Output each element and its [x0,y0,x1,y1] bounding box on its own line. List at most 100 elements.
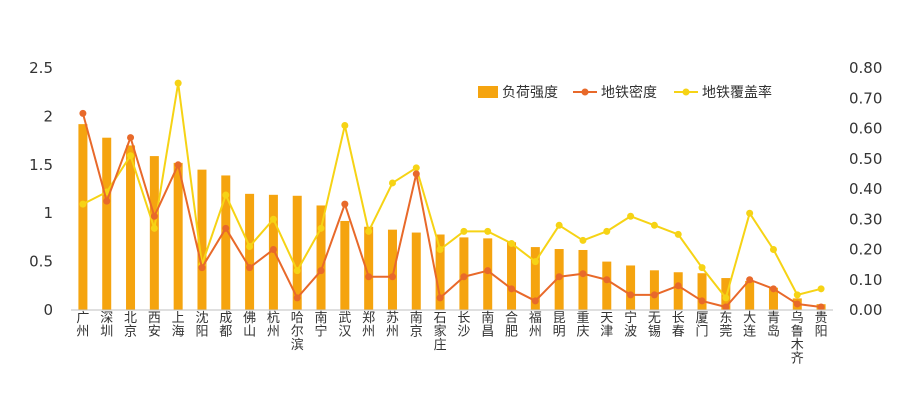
x-tick-label: 宁波 [624,310,637,340]
bar-佛山 [245,193,255,310]
point-density-大连 [746,276,754,284]
x-tick-label: 长春 [672,311,685,340]
right-axis-ticks: 0.00 0.10 0.20 0.30 0.40 0.50 0.60 0.70 0.80 [849,59,882,319]
y2-tick-label: 0.50 [849,150,882,168]
x-tick-label: 厦门 [696,311,709,340]
point-coverage-南京 [412,164,420,172]
point-coverage-苏州 [388,179,396,187]
legend-label-density: 地铁密度 [601,84,657,101]
point-coverage-南宁 [317,224,325,232]
bar-深圳 [102,137,112,310]
point-density-昆明 [555,273,563,281]
point-density-重庆 [579,270,587,278]
x-tick-label: 乌鲁木齐 [791,310,804,367]
x-tick-label: 长沙 [457,311,470,340]
point-coverage-乌鲁木齐 [793,291,801,299]
legend-label-load: 负荷强度 [502,85,558,101]
point-density-佛山 [246,264,254,272]
point-coverage-佛山 [246,242,254,250]
bar-上海 [173,162,183,310]
x-tick-label: 贵阳 [815,311,828,340]
point-density-郑州 [365,273,373,281]
x-tick-label: 北京 [124,311,137,340]
point-coverage-西安 [150,224,158,232]
x-tick-label: 南昌 [481,310,494,340]
legend-label-coverage: 地铁覆盖率 [702,84,772,101]
legend-swatch-load [478,86,498,98]
point-coverage-杭州 [269,215,277,223]
x-tick-label: 哈尔滨 [291,311,304,353]
y-tick-label: 1 [43,204,53,222]
point-coverage-长沙 [460,227,468,235]
point-coverage-天津 [603,227,611,235]
x-tick-label: 杭州 [267,311,280,340]
x-tick-label: 昆明 [553,311,566,340]
point-coverage-大连 [746,209,754,217]
bar-重庆 [578,249,588,310]
y2-tick-label: 0.00 [849,301,882,319]
bar-大连 [745,280,755,310]
x-tick-label: 西安 [148,311,161,340]
bar-广州 [78,124,88,310]
point-coverage-武汉 [341,121,349,129]
y2-tick-label: 0.40 [849,180,882,198]
bar-长春 [673,272,683,310]
point-coverage-郑州 [365,227,373,235]
x-tick-label: 南宁 [315,310,328,340]
point-density-深圳 [103,197,111,205]
x-tick-label: 东莞 [719,311,732,340]
bar-郑州 [364,226,374,310]
bar-西安 [149,156,159,310]
bar-武汉 [340,220,350,310]
point-density-南昌 [484,267,492,275]
point-density-武汉 [341,200,349,208]
bar-南京 [411,232,421,310]
point-coverage-上海 [174,79,182,87]
x-tick-label: 石家庄 [434,311,447,353]
point-density-南京 [412,170,420,178]
bar-合肥 [507,242,517,310]
y2-tick-label: 0.10 [849,271,882,289]
point-coverage-北京 [127,152,135,160]
y-tick-label: 0.5 [29,253,53,271]
point-density-沈阳 [198,264,206,272]
point-density-成都 [222,224,230,232]
point-density-广州 [79,109,87,117]
left-axis-ticks: 0 0.5 1 1.5 2 2.5 [29,59,53,319]
x-tick-label: 合肥 [505,311,518,340]
x-tick-label: 重庆 [576,310,589,340]
point-coverage-石家庄 [436,246,444,253]
line-coverage [82,82,822,299]
x-tick-label: 沈阳 [195,311,208,340]
x-tick-label: 武汉 [338,311,351,340]
bar-东莞 [721,278,731,310]
bar-厦门 [697,273,707,310]
y2-tick-label: 0.80 [849,59,882,77]
x-tick-label: 大连 [743,311,756,340]
x-tick-label: 青岛 [767,311,780,340]
point-density-福州 [531,297,539,305]
x-tick-label: 深圳 [100,311,113,340]
bar-石家庄 [435,234,445,310]
legend-marker-density [581,88,589,96]
x-tick-label: 上海 [172,311,185,340]
bar-南昌 [483,238,493,310]
point-coverage-重庆 [579,236,587,244]
point-coverage-合肥 [508,239,516,247]
bar-成都 [221,175,231,310]
x-tick-label: 佛山 [243,311,256,340]
point-density-北京 [127,134,135,142]
y-tick-label: 2.5 [29,59,53,77]
point-density-南宁 [317,267,325,275]
point-coverage-青岛 [769,246,777,253]
bar-福州 [530,247,540,310]
y2-tick-label: 0.70 [849,89,882,107]
y-tick-label: 0 [43,301,53,319]
legend: 负荷强度 地铁密度 地铁覆盖率 [478,84,772,101]
x-tick-label: 南京 [410,310,423,340]
point-density-上海 [174,161,182,169]
x-tick-label: 广州 [76,311,89,340]
point-coverage-贵阳 [817,285,825,293]
point-density-长沙 [460,273,468,281]
bar-宁波 [626,265,636,310]
